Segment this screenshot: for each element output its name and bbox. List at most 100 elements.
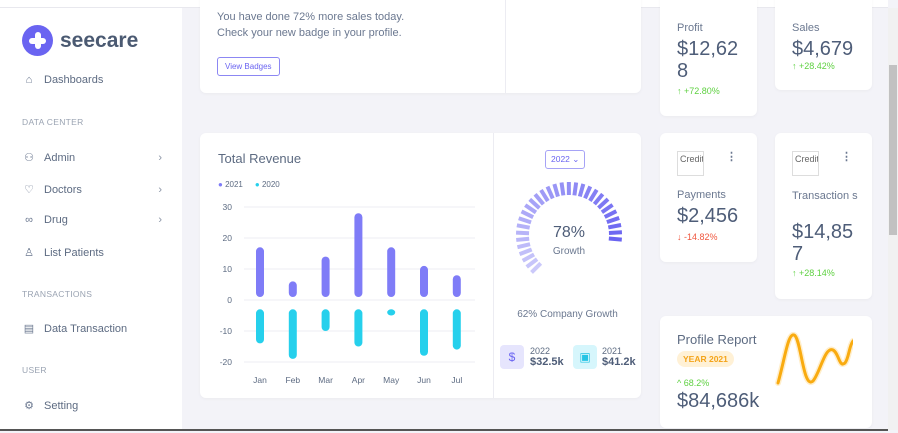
gauge-tick	[515, 230, 530, 236]
stat-label: Transaction s	[792, 190, 858, 202]
divider	[505, 0, 506, 93]
gauge-tick	[545, 185, 555, 200]
summary-amount: $32.5k	[530, 356, 564, 368]
year-select-value: 2022	[551, 154, 570, 164]
company-growth: 62% Company Growth	[517, 309, 618, 320]
sidebar-item-drug[interactable]: ∞ Drug ›	[22, 214, 162, 226]
bar-2020-Jun[interactable]	[420, 309, 428, 356]
legend-2021[interactable]: ● 2021	[218, 180, 243, 189]
payments-card: Credit ⋮ Payments $2,456 ↓ -14.82%	[660, 133, 757, 262]
gauge-tick	[520, 209, 535, 220]
bar-2020-May[interactable]	[387, 309, 396, 316]
credit-image-icon: Credit	[677, 151, 704, 176]
home-icon: ⌂	[25, 74, 33, 86]
gauge-tick	[525, 257, 539, 269]
arrow-down-icon: ↓	[677, 232, 682, 242]
legend-2020[interactable]: ● 2020	[254, 180, 280, 189]
nav-label: Dashboards	[44, 74, 104, 86]
gauge-tick	[516, 236, 530, 242]
welcome-line-2: Check your new badge in your profile.	[217, 26, 402, 39]
y-tick-label: 10	[223, 264, 233, 274]
gauge-tick	[600, 203, 614, 214]
gauge-tick	[597, 197, 610, 210]
stat-value: $12,62 8	[677, 38, 739, 82]
change-value: +28.42%	[799, 61, 835, 71]
section-data-center: DATA CENTER	[22, 117, 84, 127]
user-icon: ♙	[24, 247, 34, 259]
gauge-tick	[588, 188, 599, 202]
gauge-tick	[592, 192, 605, 206]
profile-sparkline	[775, 332, 853, 386]
stat-change: ↑ +28.14%	[792, 268, 835, 278]
summary-amount: $41.2k	[602, 356, 636, 368]
sidebar-item-admin[interactable]: ⚇ Admin ›	[22, 151, 162, 165]
bar-2020-Jul[interactable]	[452, 309, 461, 350]
more-vertical-icon[interactable]: ⋮	[726, 151, 737, 163]
bar-2020-Jan[interactable]	[256, 309, 264, 344]
gauge-label: Growth	[552, 246, 586, 257]
logo-plus-icon	[22, 25, 53, 56]
arrow-up-icon: ↑	[792, 268, 797, 278]
y-tick-label: -20	[220, 357, 233, 367]
change-value: 68.2%	[683, 378, 710, 388]
stat-label: Sales	[792, 22, 820, 34]
divider	[493, 133, 494, 398]
bar-2021-Feb[interactable]	[288, 281, 297, 297]
gauge-tick	[533, 193, 545, 206]
logo[interactable]: seecare	[22, 25, 138, 56]
y-tick-label: 20	[223, 233, 233, 243]
bar-2021-Jan[interactable]	[256, 247, 264, 297]
stat-change: ↑ +28.42%	[792, 61, 835, 71]
more-vertical-icon[interactable]: ⋮	[841, 151, 852, 163]
bar-2021-Apr[interactable]	[354, 213, 363, 297]
sidebar-item-data-transaction[interactable]: ▤ Data Transaction	[22, 322, 162, 336]
bar-2020-Apr[interactable]	[354, 309, 363, 347]
nav-label: List Patients	[44, 246, 104, 259]
bar-2021-May[interactable]	[387, 247, 396, 297]
y-tick-label: -10	[220, 326, 233, 336]
summary-year: 2021	[602, 346, 623, 356]
profile-report-card: Profile Report YEAR 2021 ^ 68.2% $84,686…	[660, 316, 872, 428]
sidebar-item-setting[interactable]: ⚙ Setting	[22, 399, 162, 413]
bar-2020-Feb[interactable]	[288, 309, 297, 359]
gauge-tick	[516, 223, 531, 230]
change-value: -14.82%	[684, 232, 718, 242]
nav-label: Setting	[44, 399, 79, 412]
stat-value: $2,456	[677, 205, 739, 227]
sidebar-item-doctors[interactable]: ♡ Doctors ›	[22, 183, 162, 197]
arrow-up-icon: ↑	[677, 86, 682, 96]
stat-change: ^ 68.2%	[677, 378, 709, 388]
nav-label: Drug	[44, 214, 68, 226]
sidebar-item-list-patients[interactable]: ♙ List Patients	[22, 246, 162, 260]
scrollbar[interactable]	[888, 8, 898, 430]
year-select[interactable]: 2022 ⌄	[545, 150, 586, 169]
growth-gauge	[515, 181, 623, 274]
y-tick-label: 30	[223, 202, 233, 212]
sidebar-item-dashboards[interactable]: ⌂ Dashboards	[22, 74, 162, 86]
gauge-tick	[607, 223, 622, 230]
bar-2021-Jul[interactable]	[452, 275, 461, 297]
bar-2021-Mar[interactable]	[321, 256, 330, 297]
gauge-tick	[516, 242, 531, 250]
view-badges-button[interactable]: View Badges	[217, 57, 280, 76]
x-tick-label: Apr	[352, 375, 365, 385]
bar-2021-Jun[interactable]	[420, 265, 428, 297]
gear-icon: ⚙	[24, 400, 34, 412]
gauge-tick	[539, 188, 550, 203]
summary-year: 2022	[530, 346, 551, 356]
scrollbar-thumb[interactable]	[889, 65, 897, 235]
bar-2020-Mar[interactable]	[321, 309, 330, 331]
gauge-tick	[524, 203, 538, 215]
img-alt: Credit	[680, 154, 704, 164]
gauge-tick	[552, 183, 560, 198]
gauge-tick	[608, 236, 622, 242]
gauge-tick	[528, 197, 541, 210]
gauge-tick	[608, 230, 623, 235]
x-tick-label: Feb	[285, 375, 300, 385]
x-tick-label: Jun	[417, 375, 431, 385]
img-alt: Credit	[795, 154, 819, 164]
x-tick-label: Jan	[253, 375, 267, 385]
stat-value: $14,85 7	[792, 221, 854, 265]
stat-value: $4,679	[792, 38, 854, 60]
welcome-card: You have done 72% more sales today. Chec…	[200, 0, 641, 93]
